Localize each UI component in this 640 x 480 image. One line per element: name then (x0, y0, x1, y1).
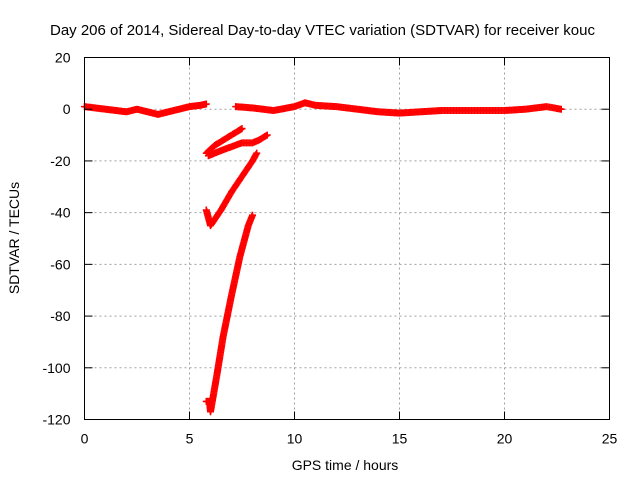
y-tick-label: 0 (63, 101, 71, 117)
data-point (249, 211, 256, 219)
data-point (557, 105, 565, 113)
x-tick-label: 15 (392, 431, 408, 447)
y-axis-label: SDTVAR / TECUs (6, 182, 22, 294)
y-tick-label: -60 (50, 256, 70, 272)
data-point (263, 131, 271, 139)
x-axis-label: GPS time / hours (292, 457, 399, 473)
series-baseline-early (81, 100, 210, 118)
x-tick-label: 10 (287, 431, 303, 447)
axis-ticks: 0 5 10 15 20 25 20 0 -20 -40 -60 -80 -100 -120 (42, 50, 617, 447)
x-tick-label: 25 (602, 431, 618, 447)
y-tick-label: -80 (50, 308, 70, 324)
data-points (81, 99, 565, 416)
y-tick-label: -120 (42, 412, 70, 428)
x-tick-label: 5 (186, 431, 194, 447)
series-middle (202, 149, 261, 230)
x-tick-label: 0 (81, 431, 89, 447)
plot-frame (84, 57, 610, 420)
series-baseline-late (232, 99, 565, 117)
y-tick-label: -20 (50, 153, 70, 169)
y-tick-label: -100 (42, 360, 70, 376)
data-point (253, 149, 261, 157)
y-tick-label: -40 (50, 205, 70, 221)
series-upper-long (204, 131, 271, 160)
x-tick-label: 20 (497, 431, 513, 447)
series-steep (202, 211, 256, 416)
grid (84, 57, 610, 420)
y-tick-label: 20 (55, 50, 71, 66)
data-point (202, 100, 210, 108)
data-point (238, 125, 246, 133)
chart-title: Day 206 of 2014, Sidereal Day-to-day VTE… (50, 22, 595, 39)
